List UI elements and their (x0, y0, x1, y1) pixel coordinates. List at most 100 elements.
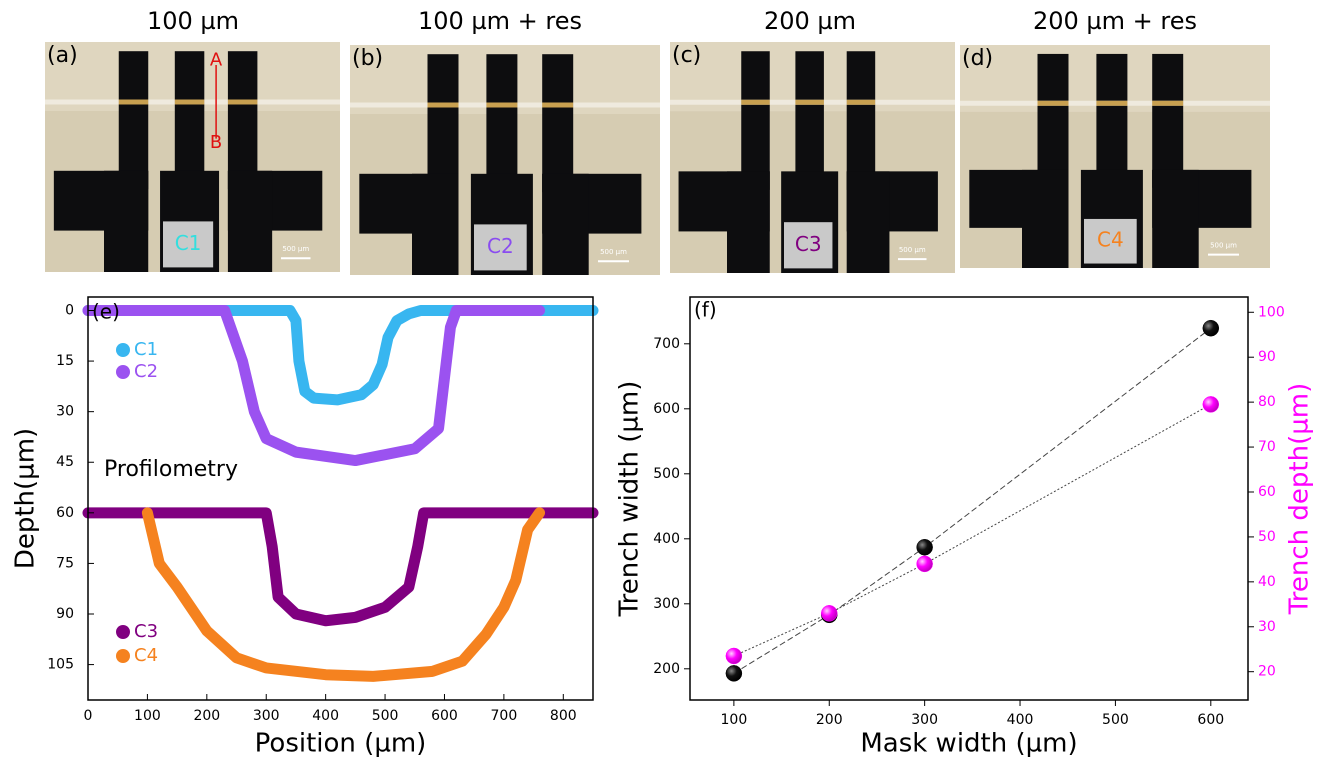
electrode (1022, 169, 1069, 268)
panel-label: (f) (694, 298, 717, 322)
plot-frame (87, 296, 594, 701)
x-tick-label: 0 (84, 708, 93, 724)
electrode (1152, 169, 1199, 268)
profile-line (82, 304, 546, 467)
x-tick-label: 300 (253, 708, 280, 724)
electrode (104, 170, 149, 272)
trench-gold (1037, 100, 1069, 106)
y2-tick-label: 90 (1258, 349, 1276, 365)
electrode (795, 51, 824, 179)
y-tick-label: 600 (653, 401, 680, 417)
y-tick-label: 500 (653, 466, 680, 482)
electrode (412, 173, 459, 275)
electrode (846, 171, 890, 273)
x-axis-label: Position (µm) (255, 729, 427, 759)
trench-gold (795, 99, 824, 105)
electrode (227, 51, 258, 190)
chip-box (784, 222, 833, 269)
profile-line (82, 507, 599, 627)
trench-gold (427, 102, 459, 108)
plot-frame (689, 296, 1249, 701)
y2-axis-label: Trench depth(µm) (1285, 383, 1315, 616)
legend-marker (116, 365, 130, 379)
y2-tick-label: 80 (1258, 394, 1276, 410)
y-axis-label: Trench width (µm) (615, 381, 645, 618)
legend-marker (116, 343, 130, 357)
connector-line (733, 327, 1212, 674)
x-tick-label: 500 (372, 708, 399, 724)
panel-label: (b) (352, 46, 383, 71)
electrode (1096, 53, 1128, 177)
chip-box (1084, 218, 1137, 264)
annotation: Profilometry (104, 457, 238, 482)
y-tick-label: 15 (56, 353, 74, 369)
y2-tick-label: 40 (1258, 574, 1276, 590)
x-tick-label: 200 (193, 708, 220, 724)
electrode (486, 54, 518, 181)
scale-bar-label: 500 µm (282, 245, 309, 253)
chip-label: C3 (795, 232, 822, 256)
scale-bar-label: 500 µm (1210, 242, 1237, 250)
x-tick-label: 200 (816, 712, 843, 728)
y-tick-label: 300 (653, 596, 680, 612)
point (1202, 396, 1220, 413)
connector-line (733, 403, 1212, 657)
x-tick-label: 300 (911, 712, 938, 728)
scale-bar-label: 500 µm (899, 246, 926, 254)
y-tick-label: 200 (653, 661, 680, 677)
panel-label: (e) (92, 300, 120, 324)
trench-gold (1152, 100, 1184, 106)
chip-label: C4 (1097, 228, 1124, 252)
trench-gold (118, 99, 149, 105)
y-tick-label: 45 (56, 454, 74, 470)
electrode (1037, 53, 1069, 188)
legend-label: C3 (134, 621, 158, 642)
trench-gold (486, 102, 518, 108)
point (1202, 319, 1220, 337)
electrode (741, 51, 770, 190)
x-axis-label: Mask width (µm) (860, 729, 1077, 759)
legend-label: C2 (134, 361, 158, 382)
y-tick-label: 0 (65, 302, 74, 318)
y-tick-label: 400 (653, 531, 680, 547)
x-tick-label: 400 (312, 708, 339, 724)
y2-tick-label: 100 (1258, 304, 1285, 320)
y-axis-label: Depth(µm) (11, 428, 41, 569)
electrode (174, 51, 205, 178)
chip-box (163, 221, 214, 268)
point (725, 665, 743, 682)
photo-title: 200 µm + res (1033, 7, 1197, 35)
panel-label: (a) (47, 43, 78, 68)
y-tick-label: 30 (56, 404, 74, 420)
legend-label: C4 (134, 645, 158, 666)
y-tick-label: 90 (56, 606, 74, 622)
point (916, 539, 933, 556)
chip-label: C1 (175, 231, 202, 255)
y2-tick-label: 70 (1258, 439, 1276, 455)
profile-line (141, 507, 546, 682)
y2-tick-label: 20 (1258, 664, 1276, 680)
point (916, 555, 933, 573)
marker-label: A (210, 49, 223, 70)
x-tick-label: 400 (1007, 712, 1034, 728)
electrode (542, 54, 574, 193)
trench-gold (542, 102, 574, 108)
panel-label: (c) (672, 43, 701, 68)
x-tick-label: 600 (431, 708, 458, 724)
trench-gold (846, 99, 876, 105)
chip-box (474, 224, 527, 271)
electrode (1152, 53, 1184, 188)
x-tick-label: 100 (134, 708, 161, 724)
x-tick-label: 500 (1102, 712, 1129, 728)
y2-tick-label: 50 (1258, 529, 1276, 545)
profile-line (82, 304, 599, 406)
scale-bar-label: 500 µm (600, 248, 627, 256)
chip-label: C2 (487, 234, 514, 258)
photo-title: 100 µm (147, 7, 239, 35)
panel-label: (d) (962, 46, 993, 71)
y-tick-label: 75 (56, 555, 74, 571)
electrode (846, 51, 876, 190)
marker-label: B (210, 132, 222, 153)
x-tick-label: 600 (1197, 712, 1224, 728)
